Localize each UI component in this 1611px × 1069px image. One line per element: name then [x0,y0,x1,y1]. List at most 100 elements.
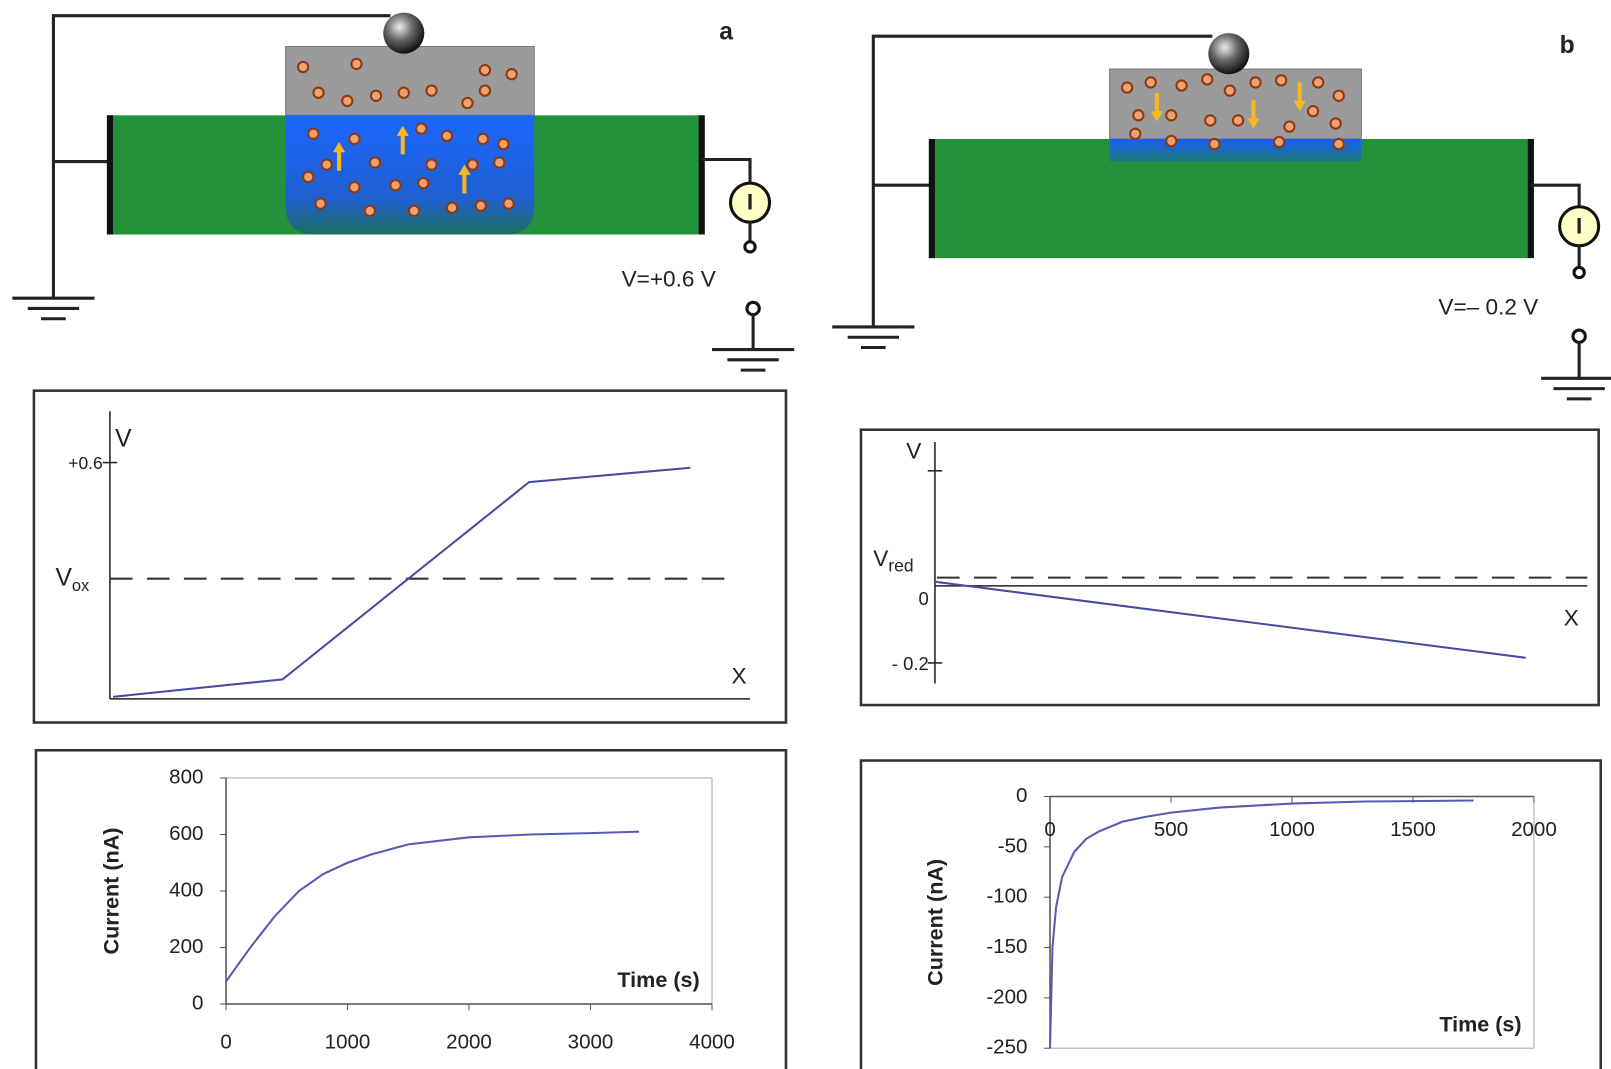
level-symbol: V [873,546,888,571]
y-tick-label: 400 [169,878,203,901]
cell-diagram-a: I V=+0.6 V a [12,13,794,371]
ion [342,96,352,106]
current-line [226,832,639,982]
ion [1308,106,1318,116]
panel-label: b [1560,32,1575,59]
ammeter-label: I [1576,213,1582,238]
gate-electrode [383,13,424,54]
ion [447,203,457,213]
y-tick-label: -150 [986,935,1027,958]
ion [1133,110,1143,120]
x-tick-label: 2000 [1511,818,1557,841]
ion [462,98,472,108]
voltage-label: V=+0.6 V [622,267,716,292]
figure: I V=+0.6 V a I V=– 0.2 V b V +0.6 Vox X … [0,0,1611,1069]
y-axis-title: Current (nA) [99,828,124,955]
ion [1146,77,1156,87]
ion [1205,115,1215,125]
x-tick-label: 0 [220,1030,231,1053]
x-tick-label: 1000 [1269,818,1315,841]
wire [1531,185,1579,206]
level-symbol: V [55,564,72,591]
ion [1130,129,1140,139]
potential-curve [935,582,1526,658]
voltage-label: V=– 0.2 V [1438,294,1538,319]
ion [480,86,490,96]
y-tick-label: -50 [998,834,1028,857]
level-subscript: ox [72,577,90,595]
tick-label: +0.6 [68,453,102,473]
cell-diagram-b: I V=– 0.2 V b [832,32,1611,399]
ion [480,65,490,75]
gate-electrolyte [286,46,535,115]
terminal [1574,267,1584,277]
x-tick-label: 3000 [568,1030,614,1053]
ion [303,172,313,182]
x-tick-label: 1000 [325,1030,371,1053]
x-tick-label: 500 [1154,818,1188,841]
ion [313,88,323,98]
x-tick-label: 4000 [689,1030,735,1053]
tick-label: - 0.2 [892,653,929,674]
tick-label: 0 [919,588,929,609]
ion [1313,77,1323,87]
axis-label: V [906,438,921,463]
ion [418,178,428,188]
ion [442,131,452,141]
terminal [745,242,755,252]
x-tick-label: 2000 [446,1030,492,1053]
ion [1334,139,1344,149]
doped-region [1110,139,1362,162]
y-tick-label: -250 [986,1036,1027,1059]
potential-profile-b: V Vred 0 - 0.2 X [861,430,1599,705]
x-tick-label: 1500 [1390,818,1436,841]
x-axis-title: Time (s) [1439,1011,1521,1036]
ion [1166,110,1176,120]
level-subscript: red [888,555,913,575]
panel-frame [36,750,786,1069]
y-tick-label: 800 [169,765,203,788]
axis-label: V [115,425,132,452]
ion [409,206,419,216]
y-tick-label: 0 [192,991,203,1014]
ion [1122,82,1132,92]
x-axis-title: Time (s) [617,967,699,992]
gate-electrode [1208,33,1249,74]
ground [12,298,94,319]
level-label: Vox [55,564,90,595]
ion [308,129,318,139]
ion [476,201,486,211]
panel-label: a [719,19,733,46]
ion [1276,75,1286,85]
ion [365,206,375,216]
ion [503,199,513,209]
panel-frame [861,430,1599,705]
ion [1176,80,1186,90]
ground [1541,378,1611,399]
ground [712,350,794,371]
ion [1274,137,1284,147]
wire [702,159,750,182]
ion [1334,91,1344,101]
level-label: Vred [873,546,913,575]
ion [315,199,325,209]
ion [349,134,359,144]
ion [494,157,504,167]
ion [416,124,426,134]
ion [349,182,359,192]
y-tick-label: 600 [169,822,203,845]
ion [426,159,436,169]
ion [467,159,477,169]
ground [832,327,914,348]
potential-curve [113,468,690,697]
x-tick-label: 0 [1044,818,1055,841]
ion [478,134,488,144]
ion [322,159,332,169]
ion [371,91,381,101]
y-tick-label: -100 [986,885,1027,908]
y-tick-label: -200 [986,985,1027,1008]
ion [1166,136,1176,146]
ion [426,86,436,96]
y-tick-label: 200 [169,935,203,958]
ion [1250,77,1260,87]
